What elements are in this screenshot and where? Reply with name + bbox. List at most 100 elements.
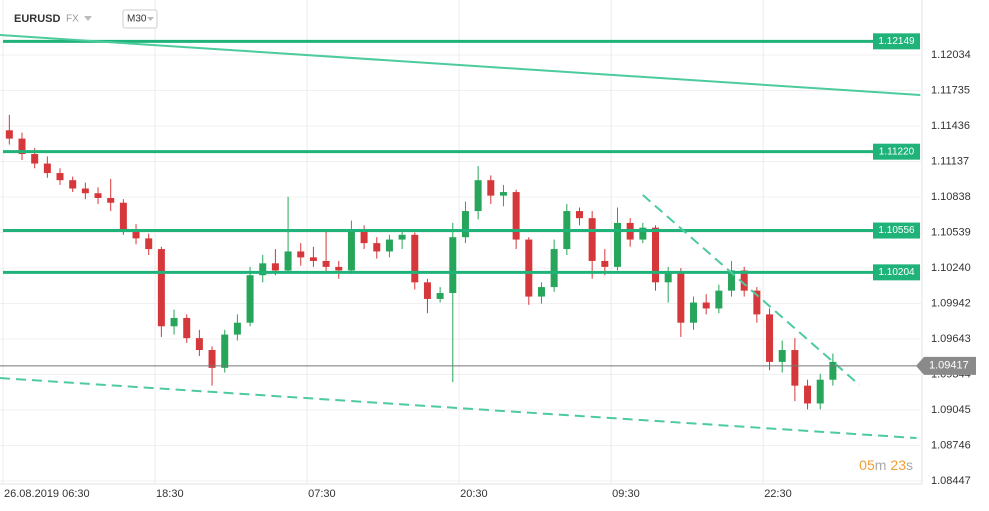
candle-body [69, 180, 77, 189]
candle-body [43, 163, 51, 174]
timeframe-arrow[interactable] [147, 17, 154, 21]
level-label: 1.10556 [878, 225, 915, 236]
candle-body [284, 251, 292, 271]
candle-body [487, 180, 495, 196]
trend-line [0, 377, 917, 440]
candle-body [107, 197, 115, 203]
x-tick-label: 20:30 [460, 488, 488, 500]
dropdown-icon[interactable] [84, 16, 92, 21]
countdown: 05m 23s [859, 457, 913, 473]
grid [0, 0, 922, 484]
countdown-seconds: 23 [890, 457, 906, 473]
candle-body [56, 173, 64, 181]
candle-body [728, 270, 736, 291]
candle-body [259, 263, 267, 276]
candle-body [690, 302, 698, 323]
level-label: 1.12149 [878, 36, 915, 47]
y-tick-label: 1.09045 [931, 404, 971, 416]
candle-body [297, 251, 305, 258]
level-label-box [873, 33, 920, 50]
current-price-label: 1.09417 [929, 360, 969, 372]
candle-body [499, 192, 507, 196]
y-tick-label: 1.12034 [931, 49, 971, 61]
trend-line [0, 34, 921, 97]
level-label-box [873, 222, 920, 239]
countdown-seconds-unit: s [906, 457, 913, 473]
candle-body [753, 290, 761, 315]
candle-body [601, 260, 609, 267]
candle-body [461, 211, 469, 238]
candle-body [335, 266, 343, 271]
y-tick-label: 1.10539 [931, 226, 971, 238]
candle-body [145, 238, 153, 250]
candle-body [347, 231, 355, 271]
candle-body [588, 218, 596, 261]
candle-body [715, 290, 723, 309]
candle-body [677, 272, 685, 323]
candle-body [195, 338, 203, 351]
x-tick-label: 22:30 [764, 488, 792, 500]
level-label: 1.10204 [878, 267, 915, 278]
y-tick-label: 1.08746 [931, 439, 971, 451]
candle-body [31, 154, 39, 164]
trend-line [642, 194, 861, 386]
symbol[interactable]: EURUSD [14, 13, 61, 25]
countdown-minutes: 05 [859, 457, 875, 473]
market: FX [66, 14, 79, 25]
candle-body [157, 249, 165, 327]
candle-body [398, 234, 406, 240]
candle-body [385, 239, 393, 252]
level-label-box [873, 143, 920, 160]
candle-body [170, 317, 178, 327]
x-tick-label: 07:30 [308, 488, 336, 500]
candle-body [94, 193, 102, 198]
candle-body [233, 322, 241, 335]
candle-body [613, 222, 621, 267]
x-tick-label: 26.08.2019 06:30 [4, 488, 90, 500]
candle-body [575, 211, 583, 219]
y-tick-label: 1.11137 [931, 155, 969, 167]
candle-body [449, 237, 457, 294]
candle-body [791, 350, 799, 386]
candle-body [740, 270, 748, 291]
candle-body [183, 317, 191, 339]
current-price-box [916, 356, 976, 375]
candle-body [246, 275, 254, 323]
candle-body [525, 239, 533, 297]
marks: 1.12149 1.11220 1.10556 1.10204 [0, 33, 922, 440]
candle-body [664, 272, 672, 283]
candle-body [550, 249, 558, 288]
candle-body [512, 192, 520, 240]
candle-body [309, 257, 317, 261]
candle-body [766, 314, 774, 362]
candle-body [423, 282, 431, 299]
candle-body [702, 302, 710, 309]
timeframe-box[interactable] [122, 9, 158, 29]
y-tick-label: 1.09942 [931, 297, 971, 309]
candle-body [271, 263, 279, 271]
candle-body [81, 188, 89, 194]
y-tick-label: 1.10838 [931, 191, 971, 203]
candle-body [322, 260, 330, 267]
candle-body [132, 230, 140, 239]
candle-body [778, 350, 786, 362]
candle-body [208, 350, 216, 368]
candle-body [5, 130, 13, 139]
timeframe[interactable]: M30 [127, 14, 147, 25]
candle-body [119, 202, 127, 231]
candle-body [474, 180, 482, 212]
candle-body [639, 227, 647, 240]
candle-body [221, 334, 229, 368]
candle-body [18, 138, 26, 155]
candle-body [537, 287, 545, 297]
candle-body [652, 227, 660, 283]
x-tick-label: 18:30 [156, 488, 184, 500]
y-tick-label: 1.09643 [931, 333, 971, 345]
x-tick-label: 09:30 [612, 488, 640, 500]
candle-body [816, 379, 824, 404]
y-tick-label: 1.11436 [931, 120, 970, 132]
y-tick-label: 1.10240 [931, 262, 971, 274]
candle-body [411, 234, 419, 283]
